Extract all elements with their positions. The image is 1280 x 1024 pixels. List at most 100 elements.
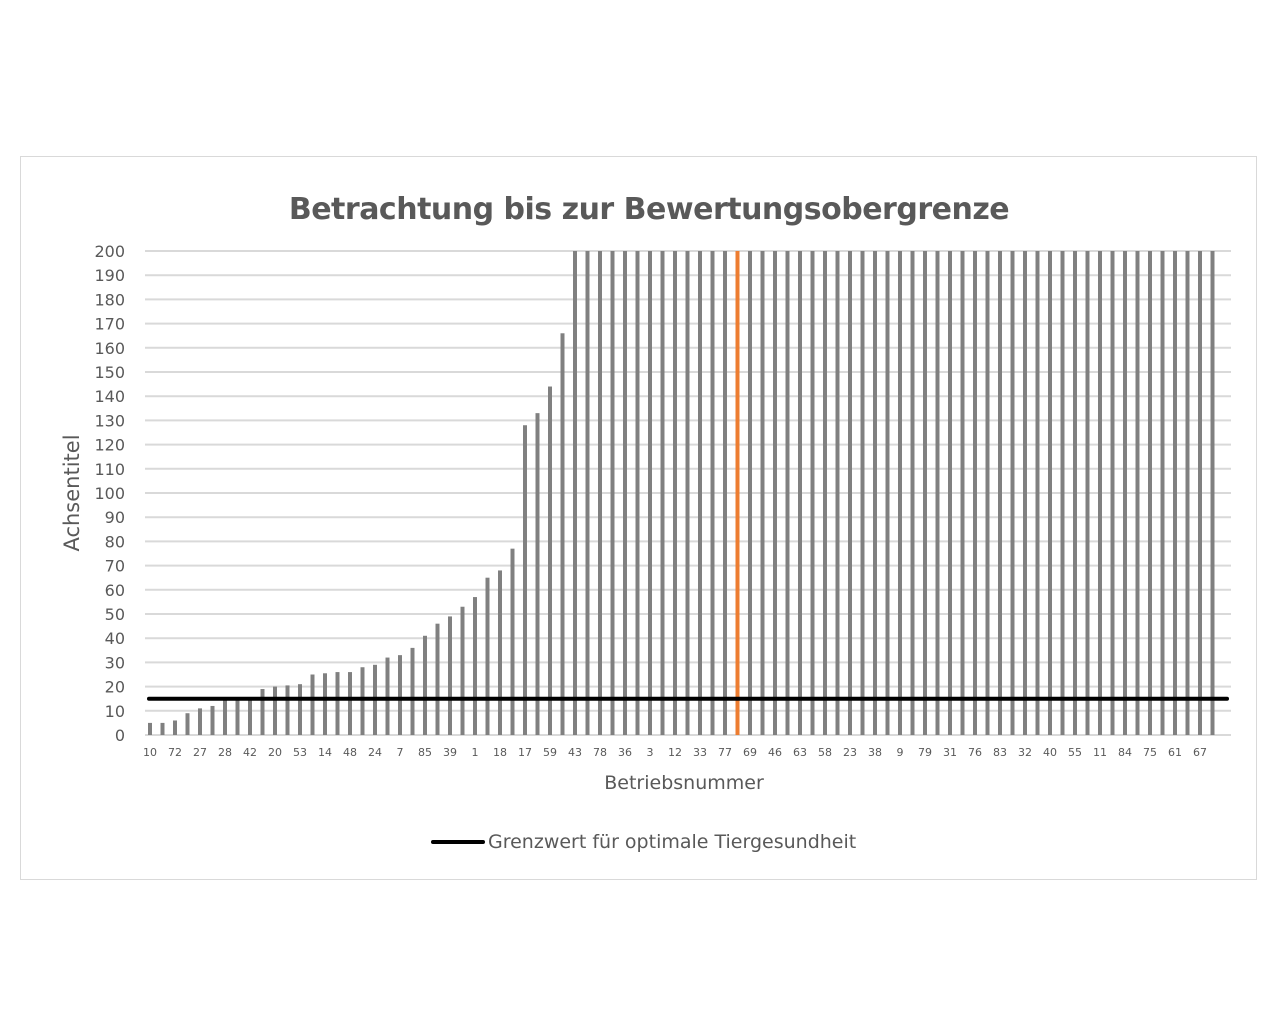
bar <box>648 251 652 735</box>
bar <box>310 674 315 735</box>
bar <box>1023 251 1027 735</box>
bar <box>960 251 965 735</box>
bar <box>173 720 177 735</box>
x-tick-label: 42 <box>243 746 257 759</box>
bar <box>260 689 265 735</box>
legend-line-icon <box>431 840 485 844</box>
x-tick-label: 23 <box>843 746 857 759</box>
x-tick-label: 84 <box>1118 746 1132 759</box>
x-tick-label: 79 <box>918 746 932 759</box>
x-tick-label: 69 <box>743 746 757 759</box>
y-tick-label: 190 <box>94 266 125 285</box>
bar <box>610 251 615 735</box>
bar <box>1060 251 1065 735</box>
y-tick-label: 150 <box>94 363 125 382</box>
bar <box>885 251 890 735</box>
bar <box>160 722 165 735</box>
y-tick-label: 0 <box>115 726 125 745</box>
bar <box>835 251 840 735</box>
bar <box>1198 251 1202 735</box>
bar <box>635 251 640 735</box>
bar <box>398 655 402 735</box>
bar <box>548 386 552 735</box>
bar <box>923 251 927 735</box>
bar <box>723 251 727 735</box>
bar <box>1110 251 1115 735</box>
x-tick-label: 55 <box>1068 746 1082 759</box>
highlight-bar <box>735 251 740 735</box>
bar <box>660 251 665 735</box>
bar <box>235 698 240 735</box>
bar <box>148 722 152 735</box>
bar <box>560 333 565 735</box>
bar <box>223 698 227 735</box>
bar <box>1185 251 1190 735</box>
y-axis-ticks: 0 10 20 30 40 50 60 70 80 90 100 110 120 130 140 150 160… <box>94 242 125 745</box>
x-tick-label: 43 <box>568 746 582 759</box>
bar <box>248 698 252 735</box>
bar <box>810 251 815 735</box>
x-tick-label: 75 <box>1143 746 1157 759</box>
y-tick-label: 100 <box>94 484 125 503</box>
bar <box>1148 251 1152 735</box>
bar <box>760 251 765 735</box>
x-tick-label: 85 <box>418 746 432 759</box>
bar <box>410 647 415 735</box>
x-tick-label: 27 <box>193 746 207 759</box>
bar <box>1073 251 1077 735</box>
bar <box>973 251 977 735</box>
x-tick-label: 40 <box>1043 746 1057 759</box>
chart-title: Betrachtung bis zur Bewertungsobergrenze <box>288 192 1010 227</box>
y-tick-label: 160 <box>94 339 125 358</box>
x-tick-label: 59 <box>543 746 557 759</box>
bar <box>998 251 1002 735</box>
x-tick-label: 9 <box>897 746 904 759</box>
x-tick-label: 24 <box>368 746 382 759</box>
bar <box>773 251 777 735</box>
bar <box>385 657 390 735</box>
x-tick-label: 36 <box>618 746 632 759</box>
bar <box>485 577 490 735</box>
bar <box>285 685 290 735</box>
x-tick-label: 18 <box>493 746 507 759</box>
x-tick-label: 83 <box>993 746 1007 759</box>
bar <box>198 708 202 735</box>
bar <box>985 251 990 735</box>
y-tick-label: 40 <box>105 629 125 648</box>
legend: Grenzwert für optimale Tiergesundheit <box>431 831 856 853</box>
x-tick-label: 11 <box>1093 746 1107 759</box>
y-tick-label: 200 <box>94 242 125 261</box>
bar <box>623 251 627 735</box>
y-tick-label: 180 <box>94 290 125 309</box>
bar <box>498 570 502 735</box>
x-tick-label: 63 <box>793 746 807 759</box>
bar <box>435 623 440 735</box>
bar <box>573 251 577 735</box>
bar <box>673 251 677 735</box>
x-tick-label: 58 <box>818 746 832 759</box>
x-tick-label: 78 <box>593 746 607 759</box>
bar <box>523 425 527 735</box>
bar <box>185 713 190 735</box>
bar <box>785 251 790 735</box>
y-tick-label: 120 <box>94 436 125 455</box>
bar <box>585 251 590 735</box>
x-tick-label: 53 <box>293 746 307 759</box>
bar <box>685 251 690 735</box>
bar <box>1210 251 1215 735</box>
x-tick-label: 32 <box>1018 746 1032 759</box>
bar <box>1098 251 1102 735</box>
y-tick-label: 70 <box>105 557 125 576</box>
bar <box>1135 251 1140 735</box>
bar <box>935 251 940 735</box>
x-tick-label: 72 <box>168 746 182 759</box>
bar <box>423 635 427 735</box>
bar <box>848 251 852 735</box>
y-tick-label: 50 <box>105 605 125 624</box>
y-tick-label: 170 <box>94 315 125 334</box>
x-axis-ticks: 10 72 27 28 42 20 53 14 48 24 7 85 39 1 18 17 59 43 78 36 3 1… <box>143 746 1207 759</box>
bar <box>710 251 715 735</box>
y-tick-label: 30 <box>105 653 125 672</box>
x-tick-label: 20 <box>268 746 282 759</box>
